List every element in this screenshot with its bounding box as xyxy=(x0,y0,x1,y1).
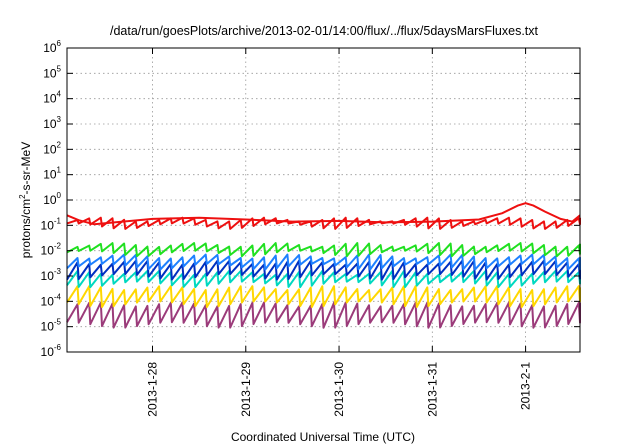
y-tick-label: 104 xyxy=(43,90,61,106)
series-line xyxy=(66,253,581,271)
x-tick-label: 2013-2-1 xyxy=(519,362,533,410)
series-line xyxy=(66,216,581,230)
y-tick-label: 102 xyxy=(43,140,61,156)
series-line xyxy=(66,202,581,226)
y-tick-label: 103 xyxy=(43,115,61,131)
y-tick-label: 100 xyxy=(43,191,61,207)
series-line xyxy=(66,269,581,289)
y-tick-label: 106 xyxy=(43,39,61,55)
series-line xyxy=(66,259,581,281)
x-axis-label: Coordinated Universal Time (UTC) xyxy=(231,430,415,444)
y-tick-label: 10-5 xyxy=(41,318,62,334)
y-tick-label: 10-3 xyxy=(41,267,62,283)
series-line xyxy=(66,301,581,329)
series-line xyxy=(66,285,581,308)
y-tick-label: 10-6 xyxy=(41,343,62,359)
y-tick-label: 101 xyxy=(43,166,61,182)
y-tick-label: 10-1 xyxy=(41,216,62,232)
x-tick-label: 2013-1-28 xyxy=(146,362,160,417)
x-axis-ticks: 2013-1-28 2013-1-29 2013-1-30 2013-1-31 2013… xyxy=(146,48,533,417)
y-tick-label: 10-4 xyxy=(41,292,62,308)
x-tick-label: 2013-1-30 xyxy=(332,362,346,417)
x-tick-label: 2013-1-29 xyxy=(239,362,253,417)
chart-title: /data/run/goesPlots/archive/2013-02-01/1… xyxy=(110,24,539,38)
y-tick-label: 10-2 xyxy=(41,242,62,258)
series-line xyxy=(66,242,581,258)
y-tick-label: 105 xyxy=(43,64,61,80)
x-tick-label: 2013-1-31 xyxy=(425,362,439,417)
y-axis-ticks: 10-6 10-5 10-4 10-3 10-2 10-1 100 101 102 103 104 1… xyxy=(41,39,580,359)
y-axis-label: protons/cm2-s-sr-MeV xyxy=(18,142,33,258)
series-lines xyxy=(66,202,581,329)
